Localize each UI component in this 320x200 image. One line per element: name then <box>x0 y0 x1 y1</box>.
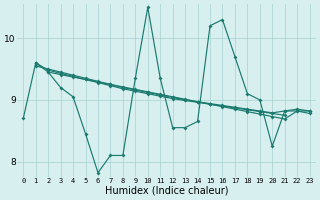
X-axis label: Humidex (Indice chaleur): Humidex (Indice chaleur) <box>105 186 228 196</box>
